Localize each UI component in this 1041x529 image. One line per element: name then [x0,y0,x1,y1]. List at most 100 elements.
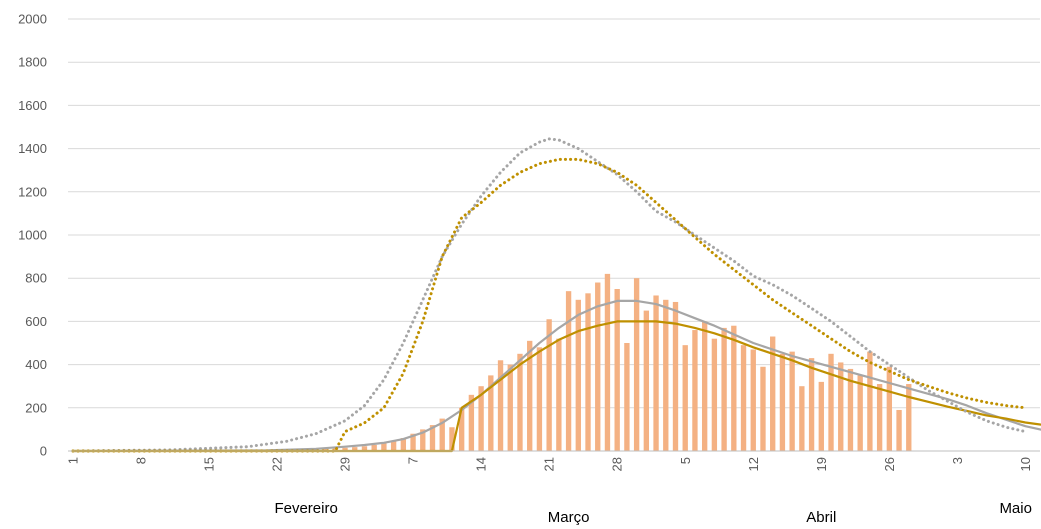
dotted-grey-line [71,137,1027,453]
y-tick-label: 1400 [18,141,47,156]
bar [867,351,873,451]
bar [585,293,591,451]
month-label: Abril [806,509,836,526]
bar [420,429,426,451]
bar [760,366,766,451]
y-tick-label: 600 [25,314,47,329]
bar [653,295,659,451]
bar [361,446,368,451]
x-tick-label: 10 [1018,457,1033,471]
bar [478,386,484,451]
bar [682,345,688,451]
bar [643,310,650,451]
bar [429,425,436,451]
bar [488,375,494,451]
y-tick-label: 400 [25,357,47,372]
bar [770,336,776,451]
bar [896,409,902,451]
bar [342,447,348,451]
x-tick-label: 14 [474,457,489,471]
bar [663,299,669,451]
y-axis-ticks: 0 200 400 600 800 1000 1200 1400 1600 1800 2000 [18,12,47,459]
month-label: Maio [999,500,1032,517]
bar [711,338,718,451]
bar [527,340,533,451]
bar [633,278,640,451]
month-labels: Fevereiro Março Abril Maio [274,500,1031,526]
bar [546,319,552,451]
bar [507,364,513,451]
bar [536,347,543,451]
x-axis-ticks: 1 8 15 22 29 7 14 21 28 5 12 19 26 3 10 [65,457,1033,471]
bar-series [254,273,912,451]
bar [740,345,747,451]
bar [458,407,465,451]
bar [595,282,601,451]
bar [371,444,377,451]
gridlines [68,18,1040,409]
bar [332,448,338,451]
x-tick-label: 12 [746,457,761,471]
bar [556,338,562,451]
y-tick-label: 800 [25,271,47,286]
bar [390,441,397,451]
bar [439,418,445,451]
bar [779,353,786,451]
bar [692,330,698,451]
bar [886,366,893,451]
y-tick-label: 1000 [18,228,47,243]
x-tick-label: 7 [406,457,421,464]
y-tick-label: 1200 [18,184,47,199]
bar [828,353,834,451]
x-tick-label: 3 [950,457,965,464]
bar [838,362,844,451]
bar [352,447,358,451]
bar [381,443,387,451]
x-tick-label: 22 [270,457,285,471]
bar [876,384,883,451]
y-tick-label: 2000 [18,12,47,27]
bar [624,343,630,451]
month-label: Fevereiro [274,500,337,517]
solid-gold-line [72,320,1041,453]
bar [857,375,863,451]
x-tick-label: 29 [338,457,353,471]
bar [847,368,854,451]
bar [604,273,611,451]
bar [789,351,795,451]
bar [731,325,737,451]
y-tick-label: 200 [25,400,47,415]
month-label: Março [548,509,590,526]
x-tick-label: 26 [882,457,897,471]
y-tick-label: 0 [40,444,47,459]
bar [565,291,572,451]
bar [400,438,407,451]
y-tick-label: 1800 [18,55,47,70]
x-tick-label: 5 [678,457,693,464]
bar [799,386,805,451]
bar [517,353,523,451]
bar [808,358,815,451]
bar [672,301,679,451]
y-tick-label: 1600 [18,98,47,113]
x-tick-label: 21 [542,457,557,471]
dotted-gold-line [71,157,1027,453]
solid-grey-line [72,299,1041,453]
bar [818,381,824,451]
bar [449,427,455,451]
bar [468,394,475,451]
x-tick-label: 8 [133,457,148,464]
x-tick-label: 15 [201,457,216,471]
x-tick-label: 28 [610,457,625,471]
bar [721,327,727,451]
bar [750,349,756,451]
bar [701,321,708,451]
bar [575,299,581,451]
bar [906,384,912,451]
x-tick-label: 19 [814,457,829,471]
line-series [71,137,1041,453]
bar [614,289,620,451]
x-tick-label: 1 [65,457,80,464]
bar [497,360,504,451]
